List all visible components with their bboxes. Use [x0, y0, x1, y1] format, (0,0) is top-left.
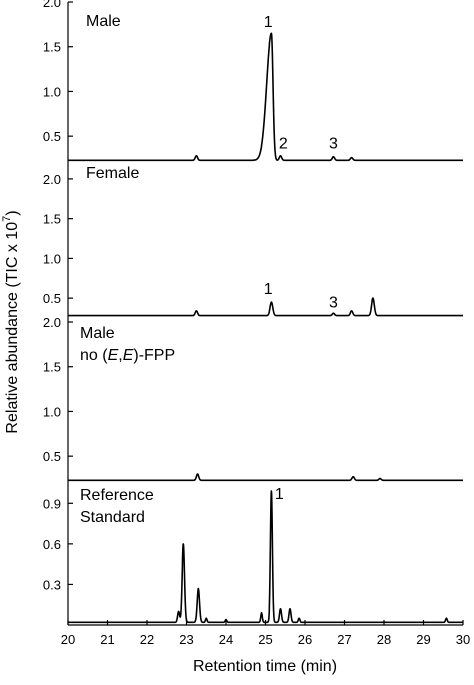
- panel-male-no-fpp: 0.5 1.0 1.5 2.0 Male no (E,E)-FPP: [43, 315, 464, 483]
- peak-label: 2: [279, 136, 288, 153]
- x-tick-label: 25: [258, 632, 272, 647]
- y-tick-label: 1.5: [43, 360, 61, 375]
- y-axis-title-superscript: 7: [1, 216, 13, 222]
- y-tick-label: 2.0: [43, 315, 61, 330]
- x-axis-title: Retention time (min): [193, 658, 337, 675]
- peak-label: 3: [329, 295, 338, 312]
- x-tick-label: 28: [377, 632, 391, 647]
- y-tick-label: 1.5: [43, 40, 61, 55]
- x-tick-label: 22: [140, 632, 154, 647]
- panel-label-male-no-fpp: Male: [80, 325, 115, 342]
- x-tick-label: 20: [61, 632, 75, 647]
- peak-label: 1: [275, 486, 284, 503]
- x-tick-label: 29: [416, 632, 430, 647]
- y-tick-label: 1.5: [43, 212, 61, 227]
- y-axis-title: Relative abundance (TIC x 107): [1, 210, 21, 433]
- panel-reference: 0.3 0.6 0.9 Reference Standard 1: [43, 483, 464, 625]
- panel-label-male-no-fpp: no (E,E)-FPP: [80, 347, 175, 364]
- y-tick-label: 0.6: [43, 537, 61, 552]
- x-tick-label: 21: [100, 632, 114, 647]
- peak-label: 1: [264, 281, 273, 298]
- x-tick-label: 26: [298, 632, 312, 647]
- y-tick-label: 2.0: [43, 0, 61, 10]
- y-tick-label: 1.0: [43, 251, 61, 266]
- y-tick-label: 0.9: [43, 496, 61, 511]
- panel-male: 0.5 1.0 1.5 2.0 Male 1 2 3: [43, 0, 464, 163]
- y-axis-title-main: Relative abundance (TIC x 10: [4, 222, 21, 434]
- panel-label-male: Male: [86, 13, 121, 30]
- panel-label-reference: Reference: [80, 487, 154, 504]
- peak-label: 1: [264, 14, 273, 31]
- panel-label-female: Female: [86, 165, 139, 182]
- peak-label: 3: [329, 136, 338, 153]
- y-tick-label: 0.3: [43, 577, 61, 592]
- y-axis-title-close: ): [4, 210, 21, 215]
- x-tick-label: 30: [456, 632, 470, 647]
- y-tick-label: 1.0: [43, 84, 61, 99]
- trace-male: [67, 32, 464, 162]
- y-tick-label: 2.0: [43, 172, 61, 187]
- y-tick-label: 0.5: [43, 129, 61, 144]
- x-tick-label: 27: [337, 632, 351, 647]
- y-tick-label: 0.5: [43, 449, 61, 464]
- trace-female: [67, 297, 464, 317]
- panel-female: 0.5 1.0 1.5 2.0 Female 1 3: [43, 163, 464, 322]
- y-tick-label: 0.5: [43, 291, 61, 306]
- x-axis: 20 21 22 23 24 25 26 27 28 29 30: [61, 620, 470, 647]
- y-tick-label: 1.0: [43, 404, 61, 419]
- x-tick-label: 24: [219, 632, 233, 647]
- panel-label-reference: Standard: [80, 509, 145, 526]
- x-tick-label: 23: [179, 632, 193, 647]
- trace-male-no-fpp: [67, 473, 464, 482]
